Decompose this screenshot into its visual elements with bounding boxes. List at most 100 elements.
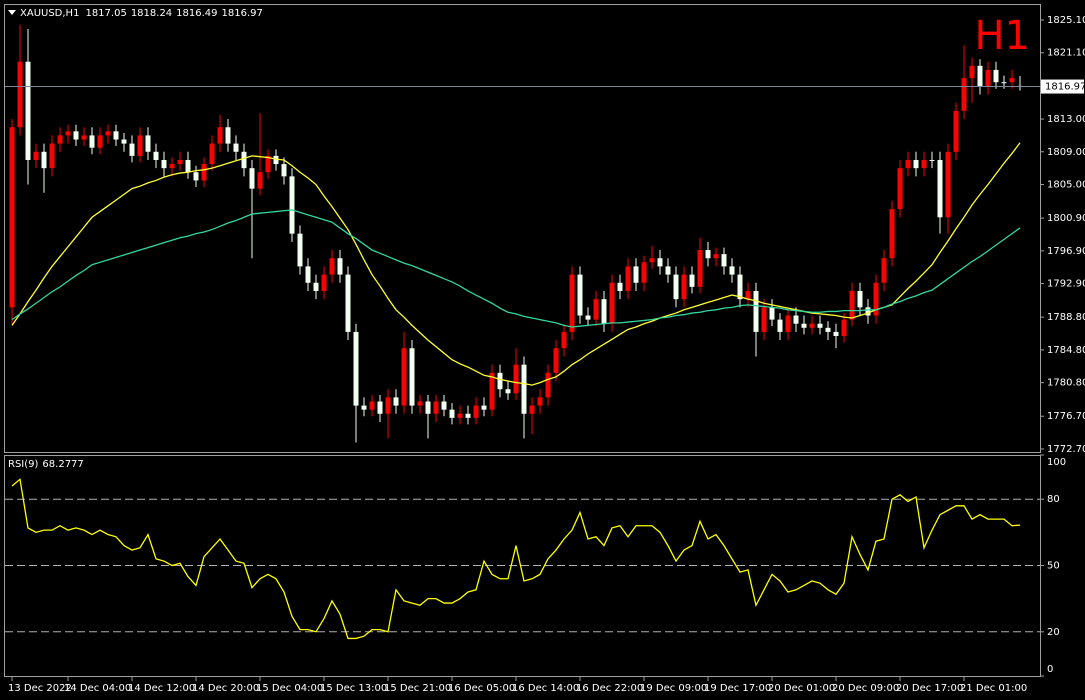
candle-body <box>689 274 695 287</box>
candle-body <box>745 290 751 300</box>
y-tick-label: 100 <box>1047 457 1066 468</box>
candle-body <box>57 135 63 144</box>
candle-body <box>385 397 391 414</box>
candle-body <box>569 274 575 332</box>
candle-body <box>937 159 943 218</box>
candle-body <box>241 151 247 169</box>
candle-body <box>97 135 103 148</box>
candle-body <box>177 159 183 165</box>
y-tick-label: 1805.00 <box>1047 180 1085 191</box>
price-tag <box>1041 79 1084 94</box>
candle-body <box>977 65 983 87</box>
symbol: XAUUSD,H1 <box>20 8 79 19</box>
candle-body <box>553 348 559 373</box>
rsi-title: RSI(9) <box>8 459 39 470</box>
candle-body <box>993 69 999 83</box>
candle-body <box>497 372 503 390</box>
candle-body <box>825 327 831 332</box>
y-tick-label: 1809.00 <box>1047 147 1085 158</box>
candle-body <box>633 266 639 283</box>
candle-body <box>145 135 151 152</box>
candle-body <box>673 274 679 300</box>
x-tick-label: 16 Dec 05:00 <box>448 683 515 694</box>
candle-body <box>9 127 15 308</box>
candle-body <box>473 405 479 418</box>
candle-body <box>593 299 599 320</box>
candle-body <box>369 401 375 410</box>
y-tick-label: 1792.90 <box>1047 279 1085 290</box>
candle-body <box>89 135 95 148</box>
x-tick-label: 16 Dec 22:00 <box>576 683 643 694</box>
y-tick-label: 1825.10 <box>1047 15 1085 26</box>
x-tick-label: 20 Dec 01:00 <box>768 683 835 694</box>
candle-body <box>201 164 207 181</box>
high-value: 1818.24 <box>131 8 172 19</box>
candle-body <box>809 323 815 328</box>
candle-body <box>521 364 527 414</box>
candle-body <box>969 65 975 79</box>
candle-body <box>321 274 327 291</box>
candle-body <box>297 233 303 267</box>
candle-body <box>801 323 807 328</box>
candle-body <box>33 151 39 160</box>
candle-body <box>281 164 287 177</box>
candle-body <box>81 135 87 140</box>
candle-body <box>881 258 887 283</box>
candle-body <box>849 290 855 320</box>
candle-body <box>345 274 351 332</box>
y-tick-label: 80 <box>1047 494 1060 505</box>
candle-body <box>929 159 935 161</box>
candle-body <box>257 172 263 189</box>
x-tick-label: 19 Dec 09:00 <box>640 683 707 694</box>
timeframe-label: H1 <box>974 13 1030 59</box>
candle-body <box>441 401 447 410</box>
candle-body <box>249 168 255 189</box>
candle-body <box>113 131 119 140</box>
candle-body <box>1001 82 1007 84</box>
candle-body <box>777 319 783 332</box>
candle-body <box>41 151 47 169</box>
candle-body <box>817 323 823 328</box>
candle-body <box>1009 78 1015 83</box>
candle-body <box>921 159 927 169</box>
candle-body <box>761 307 767 332</box>
candle-body <box>49 143 55 169</box>
y-tick-label: 1788.80 <box>1047 312 1085 323</box>
x-tick-label: 14 Dec 12:00 <box>128 683 195 694</box>
x-tick-label: 16 Dec 14:00 <box>512 683 579 694</box>
candle-body <box>961 78 967 111</box>
candle-body <box>897 168 903 210</box>
candle-body <box>273 155 279 165</box>
candle-body <box>129 143 135 156</box>
candle-body <box>217 127 223 144</box>
y-tick-label: 20 <box>1047 627 1060 638</box>
candle-body <box>729 266 735 275</box>
candle-body <box>433 401 439 414</box>
price-panel-frame <box>4 4 1041 453</box>
candle-body <box>873 282 879 316</box>
candle-body <box>513 364 519 394</box>
x-tick-label: 19 Dec 17:00 <box>704 683 771 694</box>
y-tick-label: 1772.70 <box>1047 444 1085 455</box>
candle-body <box>233 143 239 152</box>
candle-body <box>857 290 863 308</box>
candle-body <box>641 262 647 283</box>
candle-body <box>465 413 471 418</box>
y-tick-label: 0 <box>1047 664 1053 675</box>
candle-body <box>481 405 487 410</box>
x-tick-label: 14 Dec 20:00 <box>192 683 259 694</box>
candle-body <box>337 258 343 275</box>
candle-body <box>945 151 951 218</box>
candle-body <box>185 159 191 173</box>
candle-body <box>265 155 271 173</box>
candle-body <box>361 405 367 410</box>
candle-body <box>865 307 871 316</box>
candle-body <box>905 159 911 169</box>
candle-body <box>665 266 671 275</box>
candle-body <box>769 307 775 320</box>
rsi-line <box>11 478 1021 640</box>
x-tick-label: 15 Dec 04:00 <box>256 683 323 694</box>
candle-body <box>65 131 71 136</box>
price-tag-label: 1816.97 <box>1045 82 1085 93</box>
